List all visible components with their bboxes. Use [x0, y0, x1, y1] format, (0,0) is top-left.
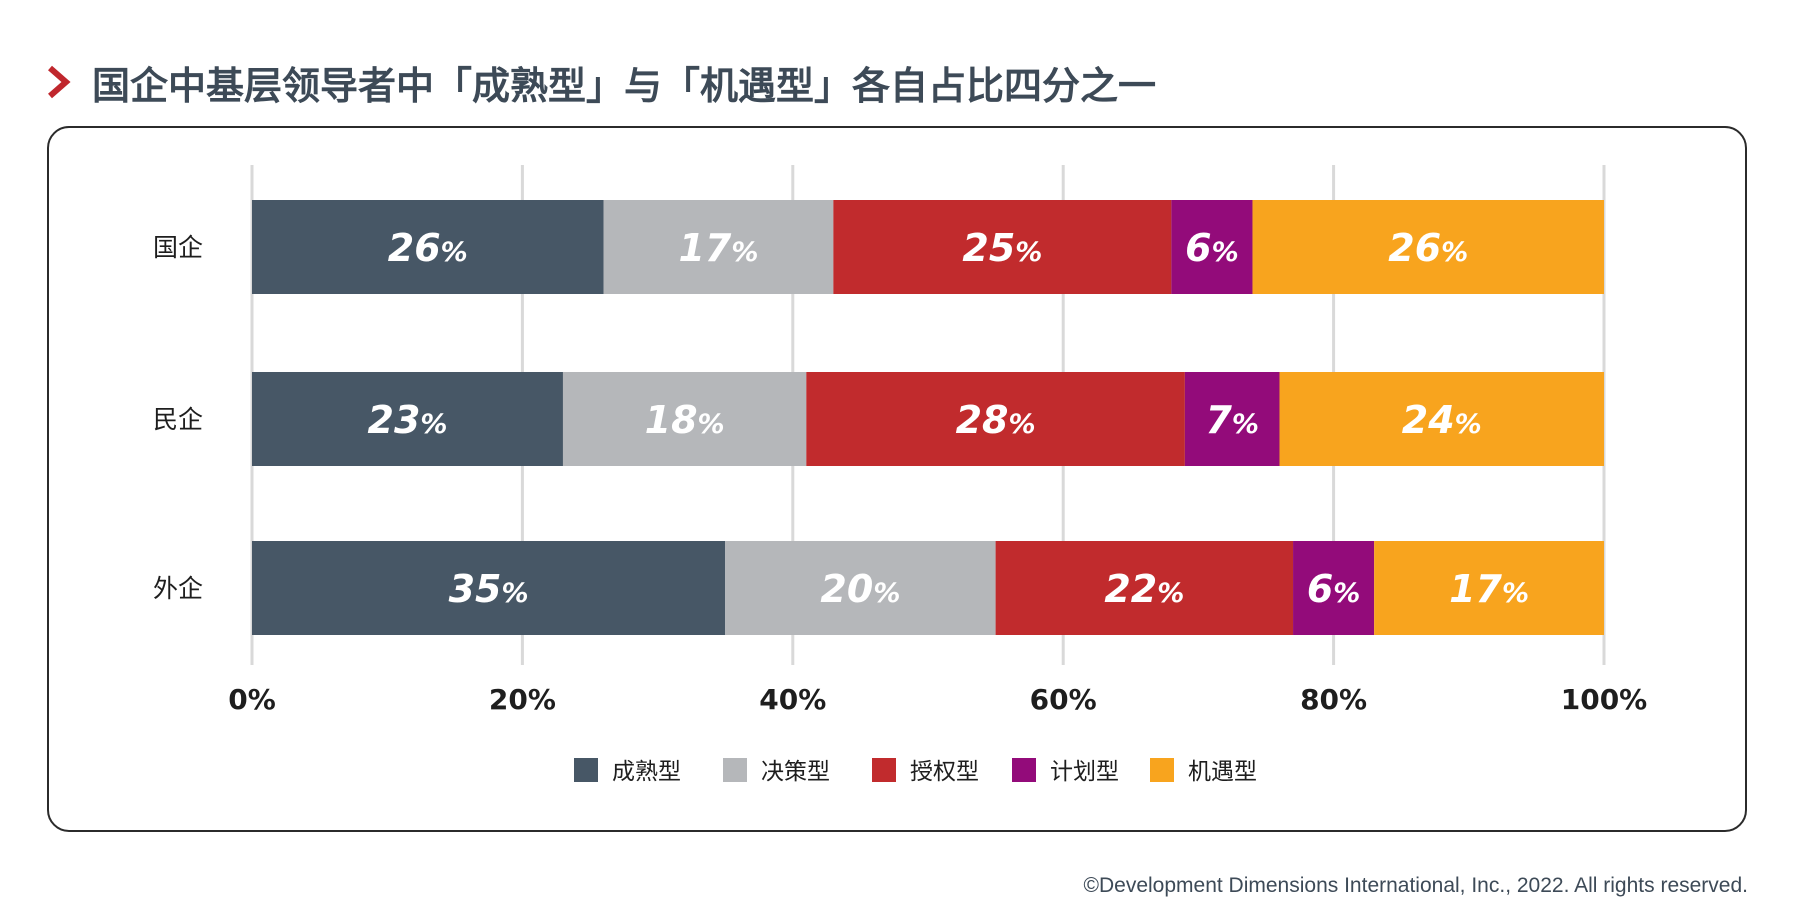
data-label: 17%	[678, 226, 758, 270]
chart-panel	[47, 126, 1747, 832]
x-tick-label: 60%	[1030, 683, 1097, 716]
data-label: 7%	[1205, 398, 1259, 442]
x-tick-label: 80%	[1300, 683, 1367, 716]
legend: 成熟型 决策型 授权型 计划型 机遇型	[574, 758, 1257, 785]
bar-segment	[1293, 541, 1375, 635]
chevron-right-icon	[48, 65, 71, 99]
x-axis-tick-labels: 0% 20% 40% 60% 80% 100%	[228, 683, 1647, 716]
page-title: 国企中基层领导者中「成熟型」与「机遇型」各自占比四分之一	[92, 63, 1157, 108]
data-label: 24%	[1402, 398, 1482, 442]
bar-segment	[1171, 200, 1253, 294]
legend-swatch	[872, 758, 896, 782]
category-label: 外企	[153, 574, 203, 603]
data-label: 23%	[368, 398, 448, 442]
bar-segment	[252, 200, 604, 294]
category-label: 国企	[153, 233, 203, 262]
bar-segment	[1184, 372, 1280, 466]
bar-segment	[603, 200, 834, 294]
bar-segment	[833, 200, 1172, 294]
data-label: 25%	[962, 226, 1042, 270]
x-tick-label: 0%	[228, 683, 276, 716]
x-tick-label: 100%	[1561, 683, 1648, 716]
legend-label: 成熟型	[612, 759, 681, 785]
legend-swatch	[1012, 758, 1036, 782]
data-label: 20%	[820, 567, 900, 611]
bar-segment	[1279, 372, 1604, 466]
bar-segment	[806, 372, 1185, 466]
bars	[252, 200, 1604, 635]
data-label: 18%	[645, 398, 725, 442]
category-label: 民企	[153, 405, 203, 434]
legend-label: 计划型	[1050, 759, 1119, 785]
data-label: 35%	[449, 567, 529, 611]
bar-segment	[252, 541, 726, 635]
bar-segment	[562, 372, 807, 466]
x-tick-label: 20%	[489, 683, 556, 716]
legend-label: 决策型	[761, 759, 830, 785]
data-labels: 26% 17% 25% 6% 26% 23% 18% 28% 7% 24% 35% 20% 22% 6% 1…	[368, 226, 1530, 611]
legend-label: 机遇型	[1188, 759, 1257, 785]
bar-segment	[1252, 200, 1604, 294]
data-label: 6%	[1185, 226, 1239, 270]
bar-segment	[252, 372, 563, 466]
legend-swatch	[574, 758, 598, 782]
data-label: 26%	[1388, 226, 1468, 270]
legend-swatch	[1150, 758, 1174, 782]
data-label: 17%	[1449, 567, 1529, 611]
title-bar: 国企中基层领导者中「成熟型」与「机遇型」各自占比四分之一	[44, 50, 1156, 114]
x-tick-label: 40%	[759, 683, 826, 716]
bar-segment	[995, 541, 1294, 635]
data-label: 22%	[1104, 567, 1184, 611]
data-label: 26%	[388, 226, 468, 270]
data-label: 28%	[956, 398, 1036, 442]
bar-segment	[725, 541, 996, 635]
bar-segment	[1374, 541, 1604, 635]
copyright-footer: ©Development Dimensions International, I…	[1083, 874, 1748, 897]
legend-swatch	[723, 758, 747, 782]
legend-label: 授权型	[910, 759, 979, 785]
data-label: 6%	[1307, 567, 1361, 611]
